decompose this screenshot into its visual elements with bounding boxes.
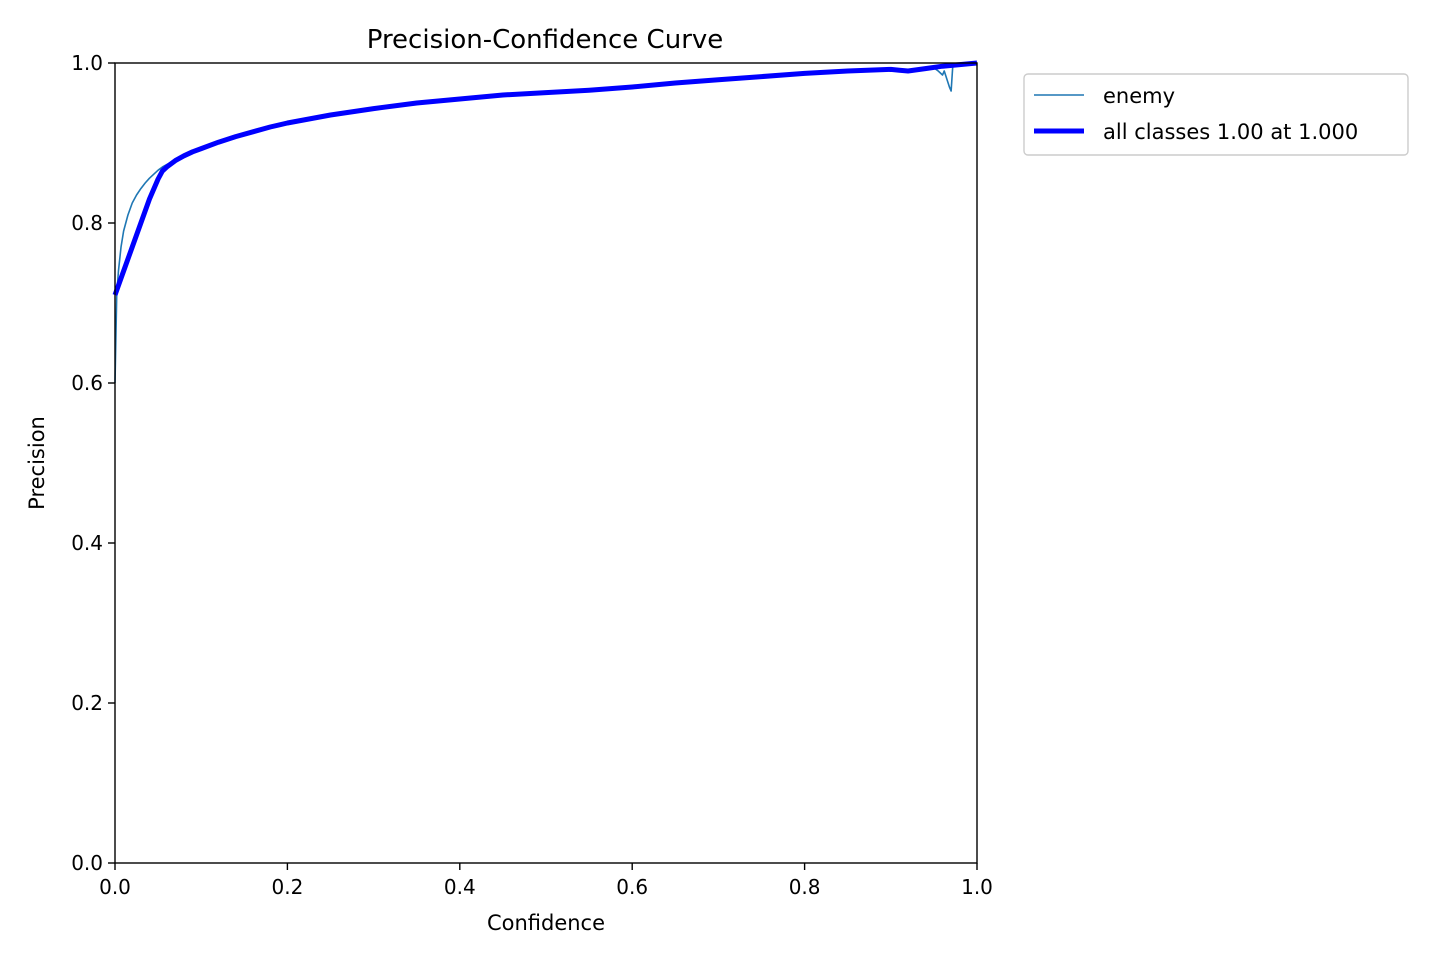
- x-tick-label: 0.6: [616, 875, 648, 899]
- plot-frame: [114, 62, 978, 864]
- legend: enemy all classes 1.00 at 1.000: [1023, 73, 1409, 156]
- plot-lines: [112, 60, 978, 384]
- y-tick-label: 0.6: [71, 371, 103, 395]
- x-tick-label: 0.0: [99, 875, 131, 899]
- legend-frame: [1023, 73, 1409, 156]
- x-axis-ticks: 0.0 0.2 0.4 0.6 0.8 1.0: [99, 863, 993, 899]
- y-axis-ticks: 0.0 0.2 0.4 0.6 0.8 1.0: [71, 51, 115, 875]
- x-tick-label: 0.2: [271, 875, 303, 899]
- y-tick-label: 0.8: [71, 211, 103, 235]
- x-tick-label: 0.8: [789, 875, 821, 899]
- chart-title: Precision-Confidence Curve: [367, 25, 724, 55]
- legend-label-enemy: enemy: [1103, 84, 1175, 108]
- x-tick-label: 0.4: [444, 875, 476, 899]
- legend-label-all-classes: all classes 1.00 at 1.000: [1103, 120, 1358, 144]
- y-tick-label: 1.0: [71, 51, 103, 75]
- y-tick-label: 0.4: [71, 531, 103, 555]
- y-axis-label: Precision: [25, 416, 49, 510]
- y-tick-label: 0.2: [71, 691, 103, 715]
- y-tick-label: 0.0: [71, 851, 103, 875]
- x-axis-label: Confidence: [487, 911, 605, 935]
- series-line-all-classes: [112, 60, 978, 296]
- series-line-enemy: [114, 62, 978, 384]
- x-tick-label: 1.0: [961, 875, 993, 899]
